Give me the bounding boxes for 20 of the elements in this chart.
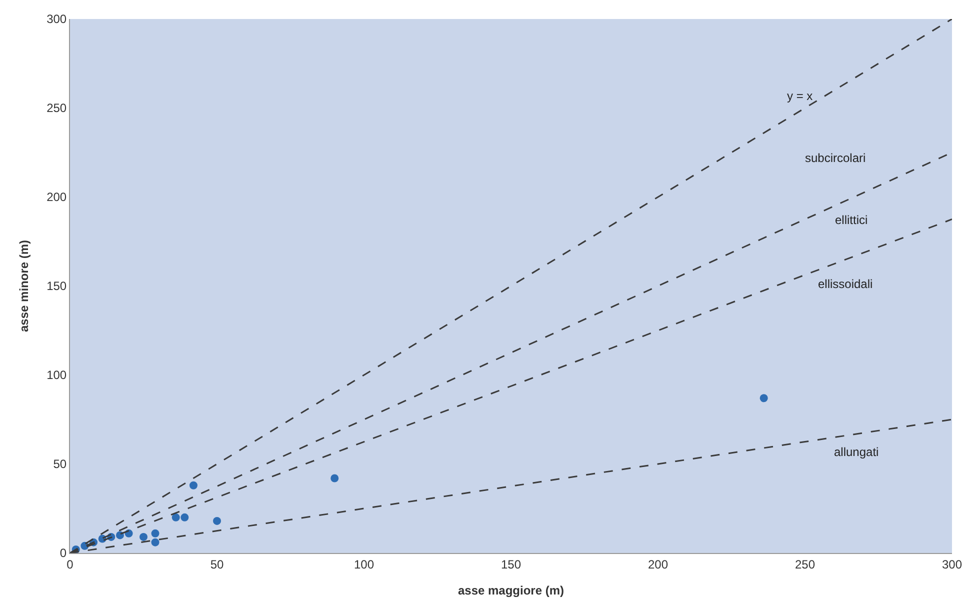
annotation: allungati bbox=[834, 445, 879, 459]
y-axis-title: asse minore (m) bbox=[16, 240, 31, 332]
x-tick-label: 150 bbox=[500, 557, 522, 572]
y-tick-label: 200 bbox=[46, 190, 67, 204]
annotation: ellissoidali bbox=[818, 277, 873, 291]
x-tick-label: 250 bbox=[794, 557, 816, 572]
y-tick-label: 150 bbox=[46, 279, 67, 294]
x-tick-label: 50 bbox=[210, 557, 224, 572]
x-tick-label: 100 bbox=[354, 557, 374, 572]
x-tick-label: 300 bbox=[942, 557, 962, 572]
y-tick-label: 100 bbox=[46, 368, 67, 382]
y-tick-label: 300 bbox=[46, 12, 67, 26]
y-tick-label: 50 bbox=[53, 457, 67, 472]
y-tick-label: 250 bbox=[46, 101, 67, 116]
x-axis-title: asse maggiore (m) bbox=[458, 583, 564, 598]
x-tick-label: 200 bbox=[648, 557, 668, 572]
annotation: ellittici bbox=[835, 213, 868, 227]
annotation: y = x bbox=[787, 89, 813, 103]
y-tick-label: 0 bbox=[60, 546, 67, 560]
annotation: subcircolari bbox=[805, 151, 866, 165]
